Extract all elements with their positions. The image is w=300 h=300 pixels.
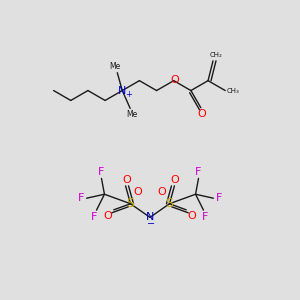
Text: +: + [125,90,132,99]
Text: F: F [216,193,223,203]
Text: CH₃: CH₃ [227,88,239,94]
Text: −: − [147,219,155,229]
Text: O: O [197,109,206,119]
Text: F: F [77,193,84,203]
Text: CH₂: CH₂ [209,52,222,58]
Text: O: O [134,187,142,196]
Text: O: O [158,187,166,196]
Text: O: O [188,211,197,221]
Text: F: F [202,212,208,222]
Text: O: O [170,175,179,185]
Text: F: F [98,167,105,177]
Text: O: O [170,75,179,85]
Text: N: N [118,85,126,96]
Text: O: O [103,211,112,221]
Text: F: F [92,212,98,222]
Text: Me: Me [110,62,121,71]
Text: Me: Me [127,110,138,119]
Text: N: N [146,212,154,222]
Text: O: O [122,175,131,185]
Text: S: S [166,197,173,210]
Text: F: F [195,167,202,177]
Text: S: S [127,197,134,210]
